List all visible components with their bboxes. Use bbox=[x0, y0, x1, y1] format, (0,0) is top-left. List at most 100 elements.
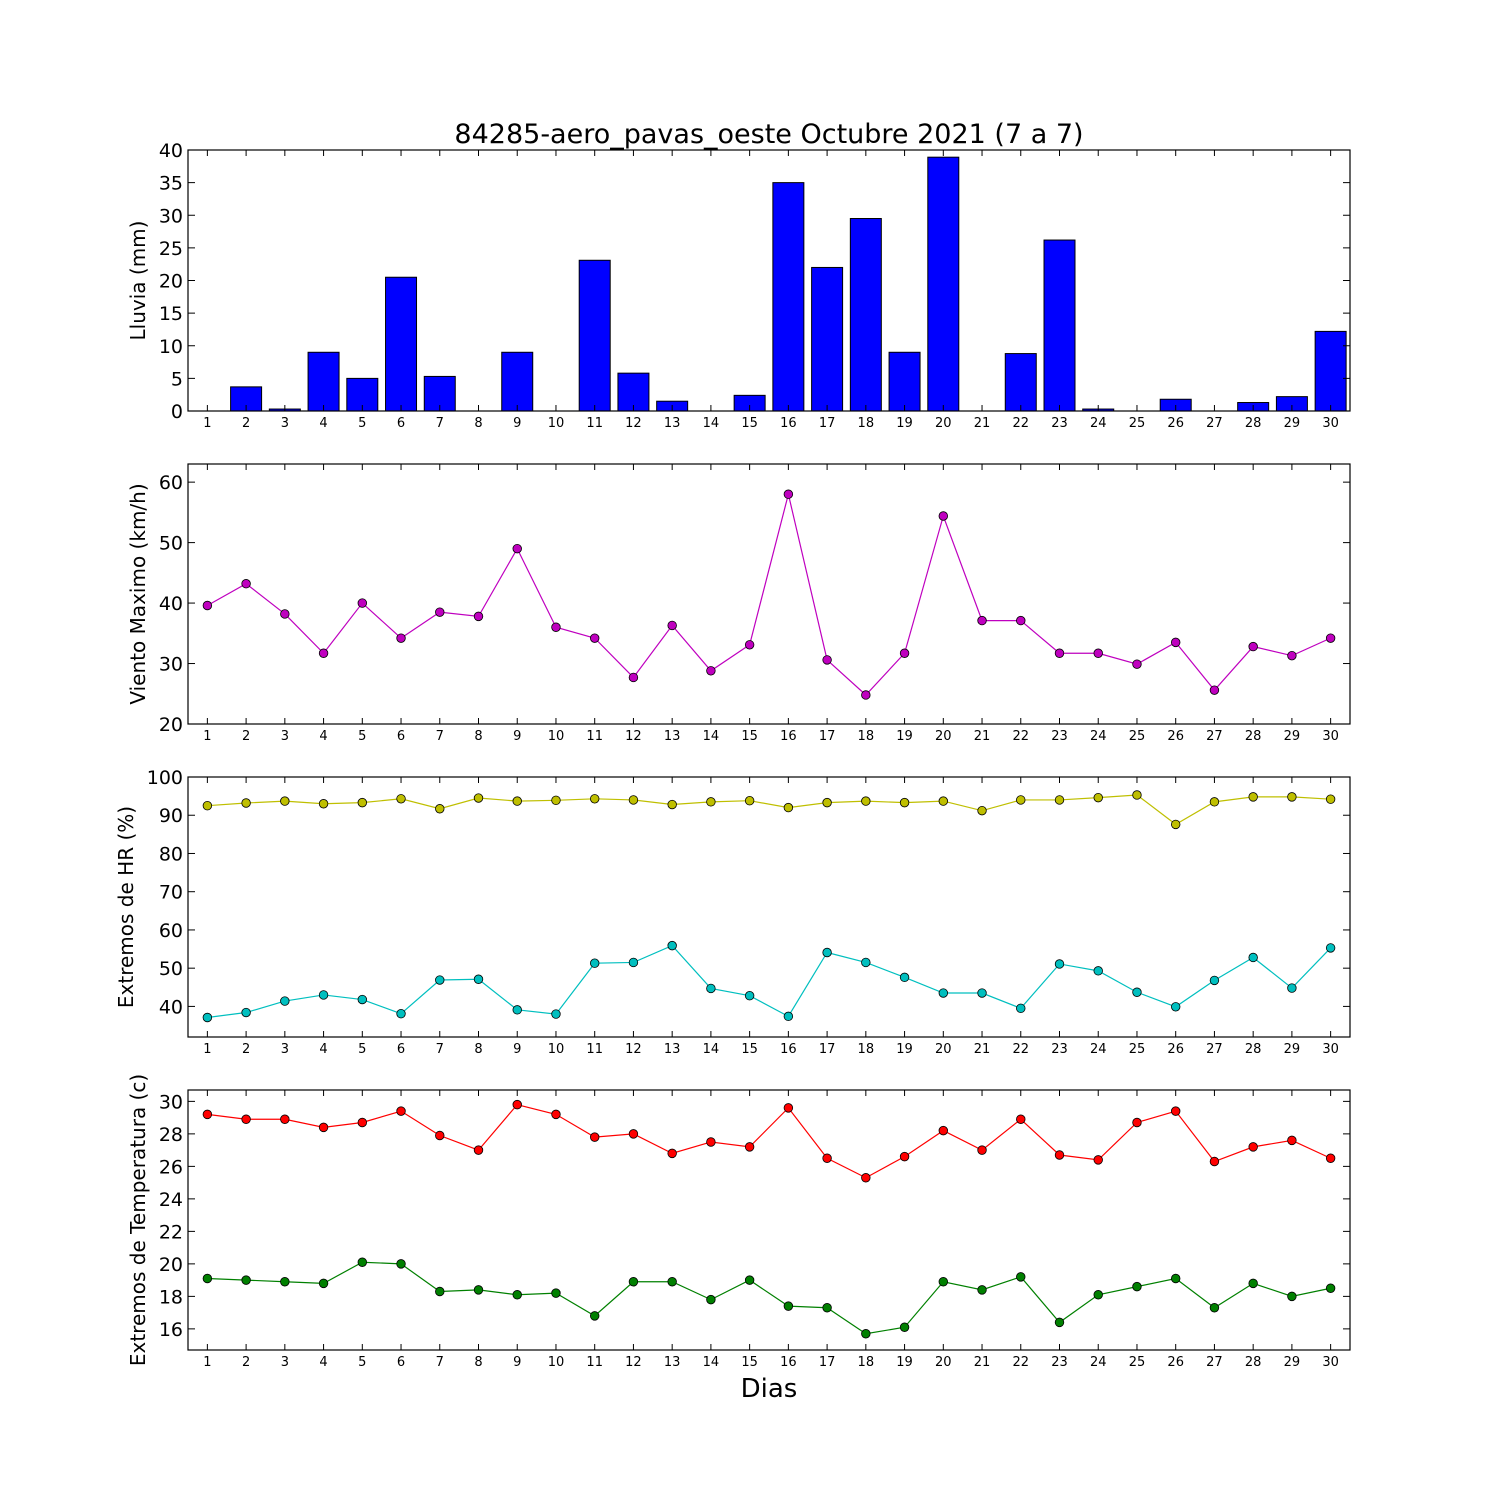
series-2-point-day-12 bbox=[628, 957, 639, 968]
series-2-point-day-4 bbox=[318, 1278, 329, 1289]
series-1-point-day-15 bbox=[744, 1142, 755, 1152]
y-tick-label: 60 bbox=[159, 472, 183, 494]
x-tick-label: 14 bbox=[703, 416, 720, 431]
series-2-point-day-5 bbox=[357, 994, 368, 1005]
series-2-point-day-22 bbox=[1016, 1272, 1026, 1282]
series-2-point-day-21 bbox=[977, 1285, 987, 1295]
series-2-point-day-26 bbox=[1170, 1002, 1181, 1012]
x-tick-label: 1 bbox=[203, 729, 211, 744]
series-1-point-day-8 bbox=[473, 611, 484, 622]
x-tick-label: 15 bbox=[741, 416, 758, 431]
x-tick-label: 6 bbox=[397, 1355, 405, 1370]
series-1-line bbox=[207, 494, 1331, 696]
y-tick-label: 20 bbox=[159, 1254, 183, 1276]
series-2-point-day-17 bbox=[822, 1303, 832, 1313]
series-2-point-day-11 bbox=[590, 1311, 600, 1321]
x-tick-label: 30 bbox=[1322, 1355, 1339, 1370]
x-tick-label: 11 bbox=[586, 416, 603, 431]
series-2-point-day-10 bbox=[551, 1288, 561, 1298]
x-tick-label: 14 bbox=[703, 1042, 720, 1057]
series-1-point-day-8 bbox=[473, 793, 484, 803]
series-2-point-day-27 bbox=[1209, 1303, 1220, 1313]
x-tick-label: 30 bbox=[1322, 729, 1339, 744]
series-2-point-day-25 bbox=[1132, 987, 1142, 997]
x-tick-label: 24 bbox=[1090, 1355, 1107, 1370]
series-1-point-day-6 bbox=[396, 1106, 406, 1116]
x-tick-label: 8 bbox=[474, 1355, 482, 1370]
y-tick-label: 20 bbox=[159, 271, 183, 293]
series-1-point-day-25 bbox=[1132, 1117, 1142, 1128]
series-1-point-day-30 bbox=[1325, 794, 1336, 804]
bar-day-12 bbox=[617, 372, 650, 412]
series-1-point-day-27 bbox=[1209, 1156, 1220, 1167]
y-tick-label: 35 bbox=[159, 173, 183, 195]
series-1-point-day-20 bbox=[938, 796, 949, 806]
series-2-point-day-16 bbox=[783, 1011, 794, 1022]
x-tick-label: 21 bbox=[974, 1042, 991, 1057]
series-1-point-day-16 bbox=[783, 489, 794, 499]
x-tick-label: 22 bbox=[1012, 1042, 1029, 1057]
series-2-point-day-24 bbox=[1093, 1290, 1103, 1300]
bar-day-23 bbox=[1043, 239, 1076, 412]
x-tick-label: 13 bbox=[664, 1042, 681, 1057]
series-2-point-day-8 bbox=[473, 974, 484, 984]
series-1-point-day-11 bbox=[590, 633, 600, 643]
x-tick-label: 19 bbox=[896, 729, 913, 744]
x-tick-label: 7 bbox=[436, 1042, 444, 1057]
x-tick-label: 23 bbox=[1051, 1042, 1068, 1057]
x-tick-label: 12 bbox=[625, 416, 642, 431]
series-2-point-day-1 bbox=[202, 1273, 213, 1284]
series-1-point-day-1 bbox=[202, 600, 213, 611]
x-tick-label: 2 bbox=[242, 729, 250, 744]
x-tick-label: 23 bbox=[1051, 416, 1068, 431]
series-2-point-day-19 bbox=[899, 972, 910, 983]
series-1-point-day-10 bbox=[551, 622, 561, 632]
series-1-point-day-18 bbox=[861, 1173, 871, 1183]
y-tick-label: 15 bbox=[159, 303, 183, 325]
series-2-point-day-16 bbox=[783, 1301, 794, 1311]
series-2-point-day-9 bbox=[512, 1290, 522, 1300]
series-2-point-day-17 bbox=[822, 947, 832, 958]
series-2-point-day-30 bbox=[1325, 1283, 1336, 1293]
x-tick-label: 4 bbox=[319, 729, 327, 744]
series-1-point-day-27 bbox=[1209, 685, 1220, 695]
series-2-point-day-22 bbox=[1016, 1003, 1026, 1014]
x-tick-label: 17 bbox=[819, 416, 836, 431]
series-1-point-day-9 bbox=[512, 1099, 522, 1110]
x-tick-label: 9 bbox=[513, 729, 521, 744]
series-2-point-day-23 bbox=[1054, 1317, 1065, 1328]
series-2-point-day-26 bbox=[1170, 1273, 1181, 1284]
y-tick-label: 10 bbox=[159, 336, 183, 358]
series-1-point-day-15 bbox=[744, 796, 755, 806]
series-1-point-day-28 bbox=[1248, 792, 1258, 802]
series-1-point-day-16 bbox=[783, 802, 794, 813]
series-1-point-day-24 bbox=[1093, 1155, 1103, 1165]
series-1-point-day-5 bbox=[357, 797, 368, 808]
series-1-point-day-28 bbox=[1248, 1142, 1258, 1152]
x-tick-label: 27 bbox=[1206, 1355, 1223, 1370]
x-tick-label: 26 bbox=[1167, 1042, 1184, 1057]
x-tick-label: 11 bbox=[586, 729, 603, 744]
series-2-point-day-23 bbox=[1054, 959, 1065, 969]
y-tick-label: 40 bbox=[159, 140, 183, 162]
bar-day-4 bbox=[307, 351, 340, 412]
x-tick-label: 20 bbox=[935, 416, 952, 431]
y-axis-label-panel-3: Extremos de HR (%) bbox=[114, 806, 138, 1008]
bar-day-9 bbox=[501, 351, 534, 412]
series-1-point-day-11 bbox=[590, 1132, 600, 1142]
x-tick-label: 19 bbox=[896, 1042, 913, 1057]
series-2-point-day-9 bbox=[512, 1005, 522, 1015]
y-tick-label: 50 bbox=[159, 533, 183, 555]
series-1-point-day-6 bbox=[396, 633, 406, 643]
series-2-point-day-30 bbox=[1325, 943, 1336, 953]
y-tick-label: 30 bbox=[159, 654, 183, 676]
y-tick-label: 90 bbox=[159, 805, 183, 827]
series-1-point-day-7 bbox=[435, 607, 445, 617]
x-tick-label: 26 bbox=[1167, 416, 1184, 431]
series-1-point-day-4 bbox=[318, 648, 329, 658]
x-tick-label: 25 bbox=[1129, 1042, 1146, 1057]
x-tick-label: 10 bbox=[548, 729, 565, 744]
series-1-point-day-12 bbox=[628, 672, 639, 683]
series-2-point-day-2 bbox=[241, 1275, 251, 1285]
x-tick-label: 25 bbox=[1129, 416, 1146, 431]
